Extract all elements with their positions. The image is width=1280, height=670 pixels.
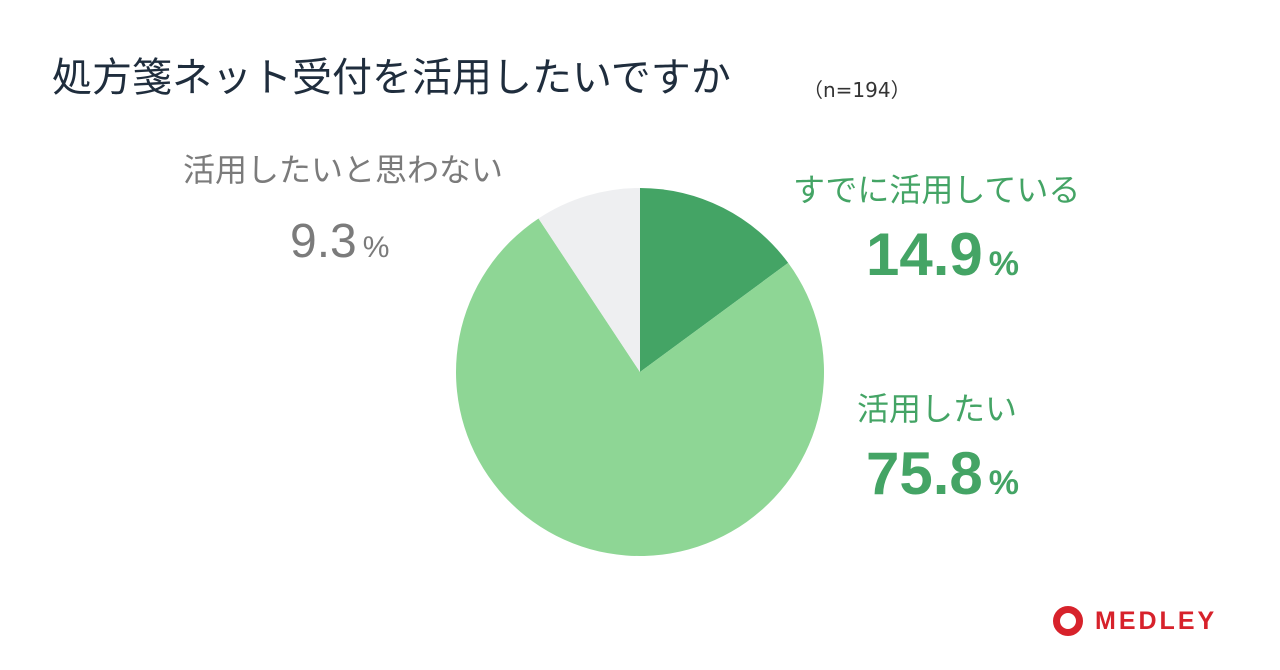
medley-logo: MEDLEY xyxy=(1052,604,1217,638)
slice-label-do-not-want: 活用したいと思わない xyxy=(183,151,504,189)
pie-slice-already-using xyxy=(640,188,789,372)
slice-value-already-using: 14.9% xyxy=(866,223,1019,303)
pie-slice-do-not-want xyxy=(538,188,640,372)
pie-slice-want-to-use xyxy=(456,218,825,556)
sample-size: （n=194） xyxy=(803,78,911,102)
medley-logo-text: MEDLEY xyxy=(1095,606,1218,635)
percent-unit: % xyxy=(362,231,390,264)
slice-value-do-not-want: 9.3% xyxy=(290,210,389,285)
pie-chart xyxy=(456,188,825,556)
slice-value-number: 75.8 xyxy=(866,440,983,507)
chart-title: 処方箋ネット受付を活用したいですか xyxy=(52,55,731,101)
percent-unit: % xyxy=(988,245,1020,283)
slice-value-number: 9.3 xyxy=(290,215,357,268)
slice-value-number: 14.9 xyxy=(866,221,983,288)
slice-label-want-to-use: 活用したい xyxy=(857,390,1018,428)
slice-value-want-to-use: 75.8% xyxy=(866,442,1019,522)
slice-label-already-using: すでに活用している xyxy=(793,171,1081,209)
medley-logo-icon xyxy=(1053,606,1083,636)
percent-unit: % xyxy=(988,464,1020,502)
